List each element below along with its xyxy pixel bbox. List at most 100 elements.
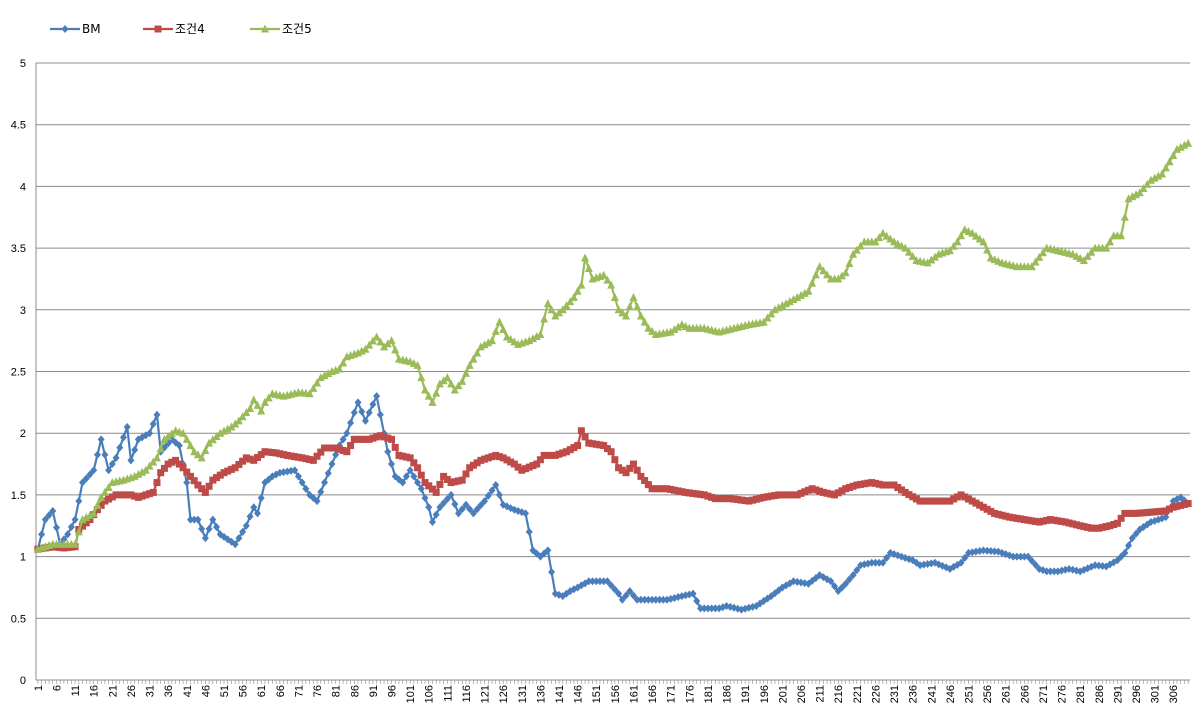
data-point — [949, 241, 958, 250]
data-point — [1032, 560, 1040, 569]
data-point — [830, 491, 838, 499]
data-point — [924, 497, 932, 505]
x-tick-label: 206 — [796, 685, 808, 703]
data-point — [1028, 556, 1036, 565]
data-point — [648, 595, 656, 604]
data-point — [201, 445, 210, 454]
x-tick-label: 301 — [1150, 685, 1162, 703]
data-point — [700, 491, 708, 499]
y-tick-label: 0 — [20, 675, 26, 687]
data-point — [79, 478, 87, 487]
data-point — [879, 558, 887, 567]
data-point — [97, 435, 105, 444]
data-point — [477, 501, 485, 510]
data-point — [131, 492, 139, 500]
data-point — [86, 470, 94, 479]
data-point — [384, 434, 392, 442]
data-point — [886, 234, 895, 243]
data-point — [663, 485, 671, 493]
data-point — [156, 444, 165, 453]
data-point — [443, 495, 451, 504]
data-point — [715, 495, 723, 503]
data-point — [875, 480, 883, 488]
data-point — [871, 479, 879, 487]
x-tick-label: 6 — [51, 685, 63, 691]
data-point — [849, 571, 857, 580]
data-point — [439, 376, 448, 385]
data-point — [659, 595, 667, 604]
data-point — [674, 487, 682, 495]
data-point — [708, 604, 716, 613]
data-point — [223, 424, 232, 433]
data-point — [164, 460, 172, 468]
data-point — [231, 419, 240, 428]
data-point — [414, 464, 422, 472]
data-point — [641, 477, 649, 485]
data-point — [499, 454, 507, 462]
data-point — [473, 459, 481, 467]
data-point — [421, 479, 429, 487]
data-point — [428, 397, 437, 406]
data-point — [212, 431, 221, 440]
data-point — [406, 466, 414, 475]
legend-item-0: BM — [50, 22, 101, 36]
data-point — [257, 451, 265, 459]
data-point — [979, 503, 987, 511]
data-point — [845, 483, 853, 491]
data-point — [1117, 231, 1126, 240]
data-point — [231, 464, 239, 472]
data-point — [525, 527, 533, 536]
data-point — [383, 339, 392, 348]
legend-label: 조건5 — [282, 22, 312, 36]
x-tick-label: 216 — [833, 685, 845, 703]
x-tick-label: 166 — [647, 685, 659, 703]
data-point — [540, 451, 548, 459]
data-point — [481, 455, 489, 463]
data-point — [1069, 520, 1077, 528]
data-point — [1013, 552, 1021, 561]
data-point — [656, 485, 664, 493]
data-point — [979, 237, 988, 246]
data-point — [629, 292, 638, 301]
data-point — [239, 457, 247, 465]
data-point — [637, 472, 645, 480]
data-point — [808, 278, 817, 287]
data-point — [361, 416, 369, 425]
data-point — [800, 288, 809, 297]
data-point — [376, 410, 384, 419]
data-point — [912, 495, 920, 503]
data-point — [693, 597, 701, 606]
data-point — [250, 456, 258, 464]
data-point — [1017, 552, 1025, 561]
data-point — [785, 297, 794, 306]
data-point — [246, 455, 254, 463]
data-point — [920, 497, 928, 505]
data-point — [868, 479, 876, 487]
data-point — [529, 462, 537, 470]
data-point — [618, 595, 626, 604]
data-point — [581, 253, 590, 262]
data-point — [190, 477, 198, 485]
data-point — [1139, 183, 1148, 192]
x-tick-label: 241 — [926, 685, 938, 703]
data-point — [413, 360, 422, 369]
data-point — [696, 490, 704, 498]
data-point — [767, 309, 776, 318]
data-point — [108, 493, 116, 501]
data-point — [536, 456, 544, 464]
data-point — [160, 464, 168, 472]
data-point — [425, 482, 433, 490]
data-point — [332, 450, 340, 459]
data-point — [763, 493, 771, 501]
data-point — [522, 465, 530, 473]
data-point — [656, 595, 664, 604]
data-point — [682, 488, 690, 496]
data-point — [916, 497, 924, 505]
data-point — [388, 460, 396, 469]
data-point — [1065, 519, 1073, 527]
data-point — [849, 482, 857, 490]
data-point — [402, 472, 410, 481]
data-point — [343, 448, 351, 456]
x-tick-label: 276 — [1057, 685, 1069, 703]
